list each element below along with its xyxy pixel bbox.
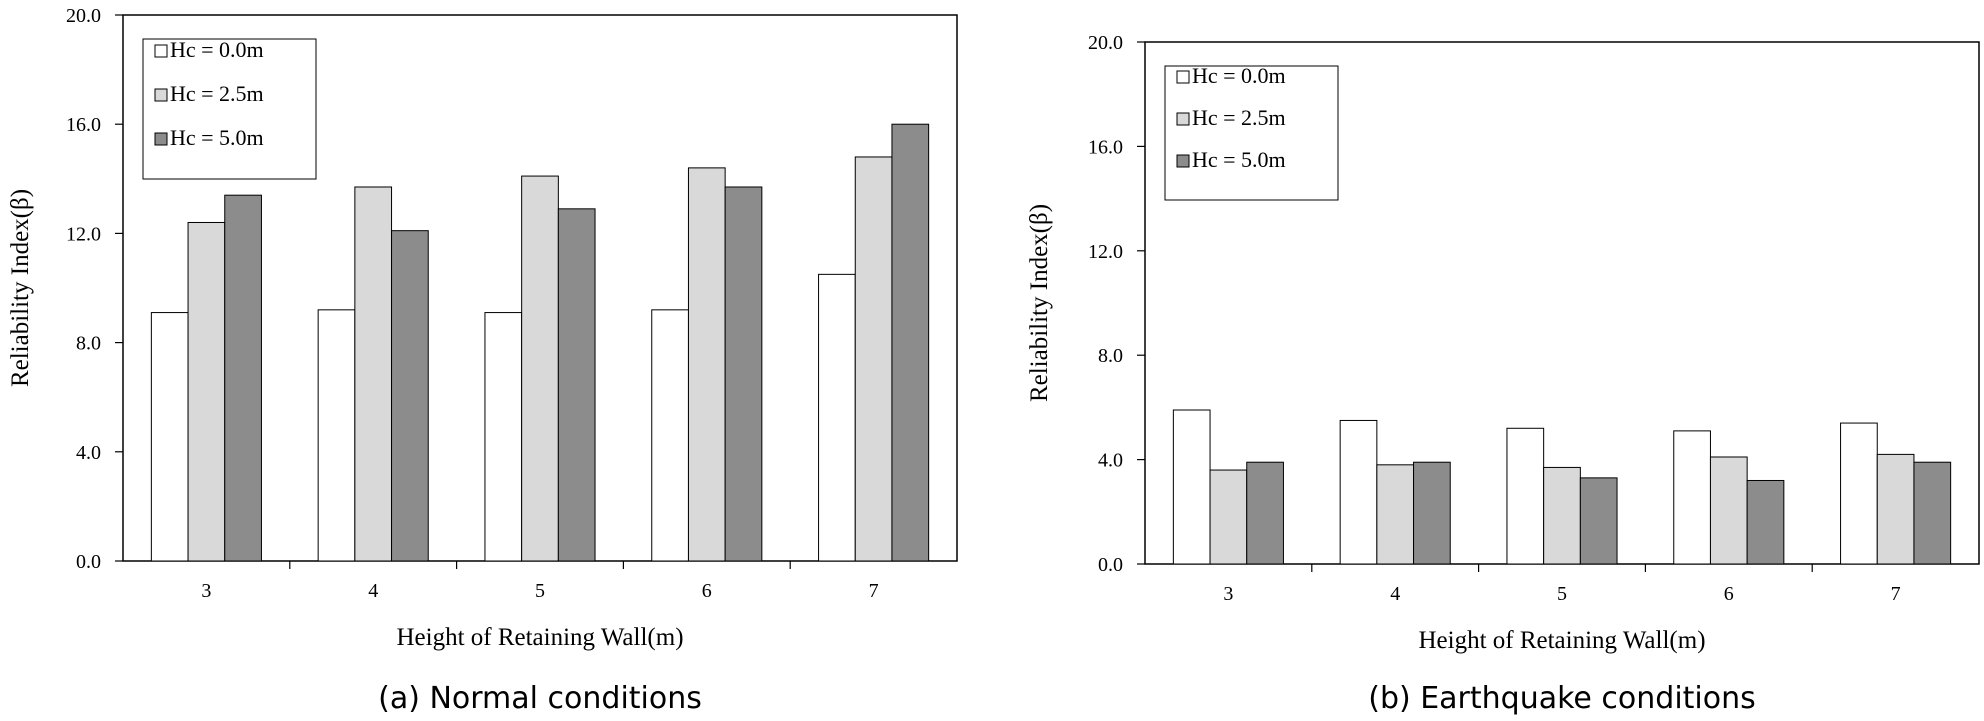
- chart-b-x-axis: 3 4 5 6 7: [1223, 564, 1901, 605]
- chart-a: 0.0 4.0 8.0 12.0 16.0 20.0 3 4 5 6 7 Height of Re…: [7, 5, 958, 716]
- chart-b-bar-5-series-0: [1506, 427, 1545, 565]
- chart-a-bars: [150, 123, 930, 562]
- chart-a-x-tick-label-5: 5: [535, 580, 545, 602]
- chart-a-bar-3-series-2: [224, 194, 262, 562]
- chart-a-legend-swatch-2: [154, 132, 168, 146]
- chart-b-bars: [1172, 409, 1952, 565]
- chart-b-bar-3-series-0: [1172, 409, 1211, 565]
- chart-a-bar-6-series-0: [651, 309, 689, 562]
- chart-a-legend-label-1: Hc = 2.5m: [170, 81, 264, 106]
- chart-a-bar-7-series-1: [854, 156, 893, 562]
- chart-a-legend-box: [142, 38, 317, 180]
- chart-a-y-tick-label-4: 16.0: [66, 114, 101, 136]
- chart-b-x-tick-label-4: 4: [1390, 583, 1400, 605]
- chart-b-legend: Hc = 0.0m Hc = 2.5m Hc = 5.0m: [1164, 63, 1339, 201]
- chart-b-legend-swatch-2: [1176, 154, 1190, 168]
- chart-b-bar-7-series-0: [1840, 422, 1878, 565]
- chart-b-caption: (b) Earthquake conditions: [1368, 681, 1756, 716]
- chart-b-y-tick-label-0: 0.0: [1098, 554, 1123, 576]
- chart-a-caption: (a) Normal conditions: [378, 681, 702, 716]
- chart-b-x-tick-label-7: 7: [1891, 583, 1901, 605]
- chart-b-bar-3-series-1: [1209, 469, 1248, 565]
- chart-b-bar-4-series-1: [1376, 464, 1415, 565]
- chart-a-bar-5-series-2: [557, 208, 596, 562]
- chart-a-legend-swatch-0: [154, 44, 168, 58]
- chart-b-x-axis-label: Height of Retaining Wall(m): [1418, 627, 1705, 654]
- chart-b-x-tick-label-5: 5: [1557, 583, 1567, 605]
- chart-b-x-tick-label-6: 6: [1724, 583, 1734, 605]
- chart-a-bar-7-series-0: [818, 273, 856, 562]
- chart-b-legend-label-1: Hc = 2.5m: [1192, 105, 1286, 130]
- chart-b-bar-6-series-2: [1746, 479, 1785, 565]
- chart-a-legend-swatch-1: [154, 88, 168, 102]
- chart-a-bar-4-series-2: [391, 230, 429, 562]
- chart-b-legend-label-0: Hc = 0.0m: [1192, 63, 1286, 88]
- chart-a-bar-7-series-2: [891, 123, 930, 562]
- chart-a-bar-6-series-2: [724, 186, 763, 562]
- chart-a-legend-label-2: Hc = 5.0m: [170, 125, 264, 150]
- chart-b-bar-7-series-1: [1876, 453, 1915, 565]
- chart-a-legend: Hc = 0.0m Hc = 2.5m Hc = 5.0m: [142, 37, 317, 180]
- chart-b-bar-4-series-2: [1413, 461, 1451, 565]
- chart-a-y-tick-label-5: 20.0: [66, 5, 101, 27]
- chart-b-y-tick-label-5: 20.0: [1088, 32, 1123, 54]
- chart-a-x-axis-label: Height of Retaining Wall(m): [396, 624, 683, 651]
- chart-b-x-tick-label-3: 3: [1223, 583, 1233, 605]
- chart-a-bar-4-series-0: [317, 309, 356, 562]
- chart-a-bar-6-series-1: [687, 167, 726, 562]
- chart-a-bar-5-series-0: [484, 312, 523, 562]
- chart-b-y-tick-label-4: 16.0: [1088, 136, 1123, 158]
- chart-a-bar-3-series-0: [150, 312, 189, 562]
- chart-a-y-axis: 0.0 4.0 8.0 12.0 16.0 20.0: [66, 5, 123, 573]
- chart-a-y-tick-label-1: 4.0: [76, 442, 101, 464]
- chart-a-x-tick-label-7: 7: [869, 580, 879, 602]
- chart-a-x-tick-label-4: 4: [368, 580, 378, 602]
- chart-b-y-axis: 0.0 4.0 8.0 12.0 16.0 20.0: [1088, 32, 1145, 576]
- chart-a-y-tick-label-3: 12.0: [66, 223, 101, 245]
- chart-a-bar-3-series-1: [187, 221, 226, 562]
- chart-a-x-axis: 3 4 5 6 7: [201, 561, 879, 602]
- chart-b-bar-7-series-2: [1913, 461, 1952, 565]
- chart-b-legend-swatch-0: [1176, 70, 1190, 84]
- chart-a-bar-4-series-1: [354, 186, 393, 562]
- chart-a-y-tick-label-0: 0.0: [76, 551, 101, 573]
- chart-a-x-tick-label-3: 3: [201, 580, 211, 602]
- chart-b-legend-label-2: Hc = 5.0m: [1192, 147, 1286, 172]
- chart-b-bar-3-series-2: [1246, 461, 1284, 565]
- chart-b-bar-6-series-1: [1709, 456, 1748, 565]
- chart-b-legend-box: [1164, 65, 1339, 201]
- chart-a-bar-5-series-1: [521, 175, 559, 562]
- chart-b-y-tick-label-1: 4.0: [1098, 450, 1123, 472]
- chart-b-y-tick-label-2: 8.0: [1098, 345, 1123, 367]
- chart-b-y-tick-label-3: 12.0: [1088, 241, 1123, 263]
- chart-b-bar-6-series-0: [1673, 430, 1711, 565]
- chart-b-legend-swatch-1: [1176, 112, 1190, 126]
- chart-a-legend-label-0: Hc = 0.0m: [170, 37, 264, 62]
- chart-b-bar-5-series-1: [1543, 466, 1581, 565]
- chart-b-y-axis-label: Reliability Index(β): [1026, 204, 1053, 402]
- chart-a-x-tick-label-6: 6: [702, 580, 712, 602]
- chart-b-bar-5-series-2: [1579, 477, 1618, 565]
- chart-a-y-tick-label-2: 8.0: [76, 333, 101, 355]
- chart-a-y-axis-label: Reliability Index(β): [7, 189, 34, 387]
- chart-b-bar-4-series-0: [1339, 419, 1378, 565]
- chart-b: 0.0 4.0 8.0 12.0 16.0 20.0 3 4 5 6 7 Height of Re…: [1026, 32, 1980, 716]
